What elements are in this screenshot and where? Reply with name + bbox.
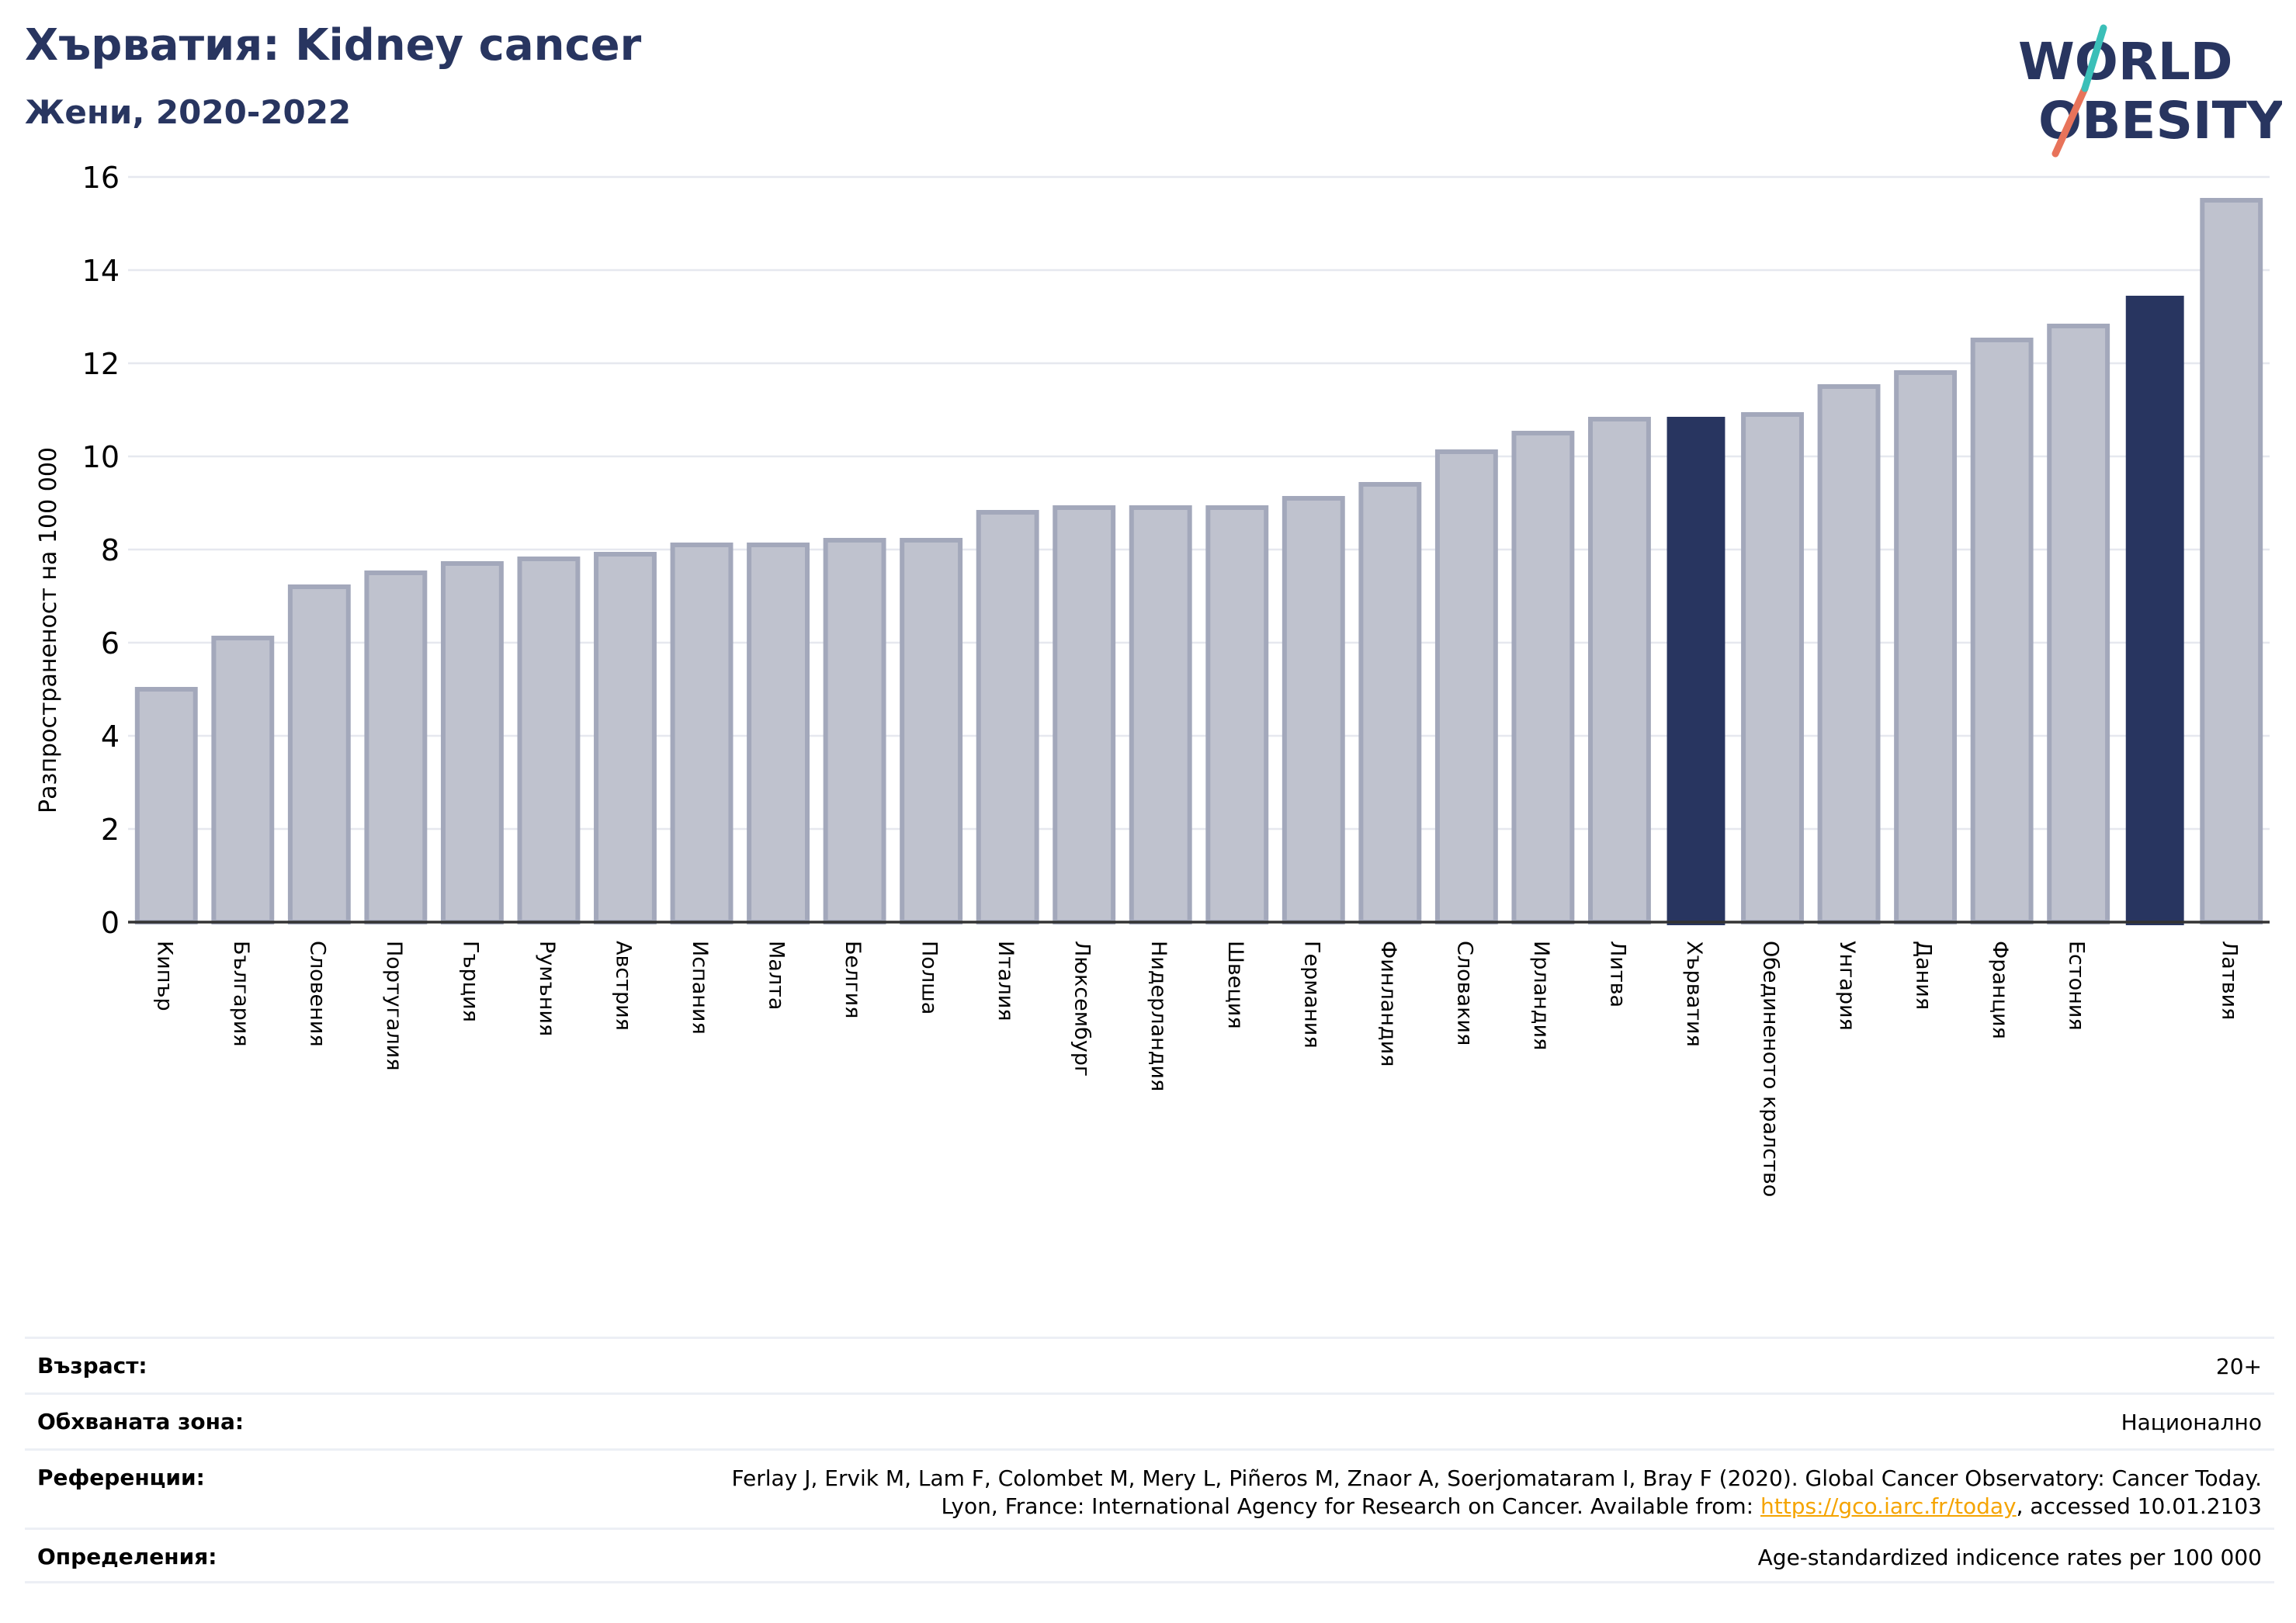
y-axis-label: Разпространеност на 100 000 (35, 447, 62, 813)
x-tick-label-13: Нидерландия (1146, 941, 1171, 1091)
x-tick-label-24: Франция (1988, 941, 2012, 1039)
y-tick-label-1: 2 (101, 813, 120, 847)
references-link[interactable]: https://gco.iarc.fr/today (1760, 1493, 2017, 1519)
y-tick-labels: 0 2 4 6 8 10 12 14 16 (82, 161, 120, 940)
bar-19 (1588, 417, 1651, 924)
bar-12 (1053, 505, 1116, 924)
bar-highlight-26 (2125, 296, 2184, 925)
bar-27 (2200, 198, 2263, 924)
bar-11 (976, 510, 1039, 924)
bar-highlight-20 (1667, 417, 1725, 925)
bar-21 (1741, 412, 1804, 924)
info-row-references: Референции: Ferlay J, Ervik M, Lam F, Co… (25, 1448, 2274, 1528)
bar-16 (1358, 482, 1422, 924)
x-tick-label-16: Финландия (1376, 941, 1400, 1066)
x-tick-label-14: Швеция (1223, 941, 1247, 1029)
definitions-value: Age-standardized indicence rates per 100… (1757, 1545, 2262, 1570)
x-tick-label-19: Литва (1605, 941, 1629, 1007)
x-tick-label-15: Германия (1299, 941, 1323, 1049)
info-row-age: Възраст: 20+ (25, 1337, 2274, 1392)
bar-10 (900, 538, 963, 924)
y-tick-label-6: 12 (82, 347, 120, 381)
logo-teal-stroke (2081, 24, 2107, 92)
world-obesity-logo: WORLD OBESITY (2018, 24, 2282, 158)
references-line1: Ferlay J, Ervik M, Lam F, Colombet M, Me… (731, 1465, 2262, 1491)
x-tick-label-7: Испания (688, 941, 712, 1035)
y-tick-label-5: 10 (82, 440, 120, 474)
x-tick-label-6: Австрия (611, 941, 635, 1031)
y-tick-label-7: 14 (82, 254, 120, 288)
x-tick-label-0: Кипър (152, 941, 176, 1011)
bar-24 (1970, 338, 2034, 924)
references-line2-suffix: , accessed 10.01.2103 (2016, 1493, 2262, 1519)
info-row-coverage: Обхваната зона: Национално (25, 1392, 2274, 1448)
x-tick-label-2: Словения (305, 941, 329, 1047)
x-tick-label-18: Ирландия (1529, 941, 1553, 1050)
chart-subtitle: Жени, 2020-2022 (25, 93, 352, 131)
info-row-definitions: Определения: Age-standardized indicence … (25, 1528, 2274, 1583)
y-tick-label-0: 0 (101, 906, 120, 940)
bar-18 (1511, 431, 1575, 924)
age-value: 20+ (2215, 1354, 2262, 1379)
x-tick-label-22: Унгария (1835, 941, 1859, 1031)
definitions-label: Определения: (37, 1544, 217, 1569)
bar-23 (1894, 370, 1958, 924)
x-tick-label-20: Хърватия (1682, 941, 1706, 1047)
y-tick-label-8: 16 (82, 161, 120, 195)
bar-17 (1434, 449, 1498, 924)
x-tick-labels: Кипър България Словения Португалия Гърция Рум… (152, 941, 2241, 1197)
bar-4 (440, 561, 504, 924)
x-tick-label-9: Белгия (841, 941, 865, 1018)
x-tick-label-1: България (229, 941, 253, 1047)
info-table: Възраст: 20+ Обхваната зона: Национално … (25, 1337, 2274, 1583)
bars (134, 198, 2263, 925)
x-tick-label-27: Латвия (2218, 941, 2242, 1020)
coverage-label: Обхваната зона: (37, 1409, 245, 1434)
bar-1 (211, 636, 275, 924)
x-tick-label-5: Румъния (535, 941, 559, 1036)
bar-22 (1817, 384, 1881, 924)
x-tick-label-11: Италия (994, 941, 1018, 1021)
x-tick-label-17: Словакия (1452, 941, 1476, 1046)
y-tick-label-3: 6 (101, 626, 120, 661)
x-tick-label-12: Люксембург (1070, 941, 1094, 1077)
bar-6 (594, 552, 657, 924)
bar-9 (823, 538, 886, 924)
bar-25 (2047, 324, 2110, 924)
chart-title: Хърватия: Kidney cancer (25, 20, 642, 71)
logo-line1: WORLD (2018, 32, 2233, 92)
y-tick-label-4: 8 (101, 533, 120, 567)
bar-5 (517, 557, 581, 924)
coverage-value: Национално (2121, 1410, 2262, 1435)
x-tick-label-3: Португалия (382, 941, 406, 1070)
bar-7 (670, 543, 734, 924)
bar-3 (364, 570, 428, 924)
x-tick-label-8: Малта (765, 941, 789, 1010)
references-label: Референции: (37, 1465, 205, 1490)
logo-red-stroke (2051, 85, 2089, 158)
bar-chart: 0 2 4 6 8 10 12 14 16 Кипър България Словения Порту… (35, 161, 2270, 1197)
bar-0 (134, 687, 198, 924)
y-tick-label-2: 4 (101, 720, 120, 754)
x-tick-label-10: Полша (917, 941, 942, 1014)
x-tick-label-21: Обединеното кралство (1759, 941, 1783, 1197)
references-line2-prefix: Lyon, France: International Agency for R… (941, 1493, 1760, 1519)
age-label: Възраст: (37, 1353, 147, 1379)
x-tick-label-4: Гърция (458, 941, 482, 1022)
bar-14 (1205, 505, 1269, 924)
x-tick-label-23: Дания (1912, 941, 1936, 1010)
bar-13 (1129, 505, 1192, 924)
x-tick-label-25: Естония (2065, 941, 2089, 1031)
bar-8 (747, 543, 810, 924)
bar-15 (1282, 496, 1345, 924)
bar-2 (287, 584, 351, 924)
references-value: Ferlay J, Ervik M, Lam F, Colombet M, Me… (731, 1465, 2262, 1521)
